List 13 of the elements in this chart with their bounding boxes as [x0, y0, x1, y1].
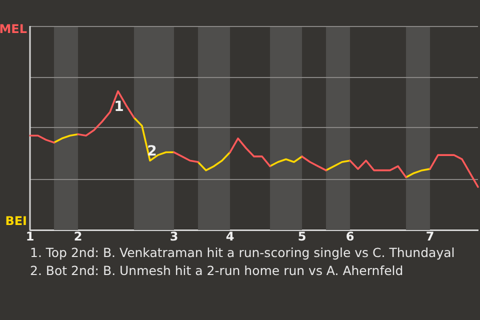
- x-tick-label: 7: [426, 229, 434, 244]
- x-tick-label: 4: [226, 229, 234, 244]
- x-tick-label: 3: [170, 229, 178, 244]
- text: 2. Bot 2nd: B. Unmesh hit a 2-run home run vs A. Ahernfeld: [30, 262, 404, 280]
- text: 1. Top 2nd: B. Venkatraman hit a run-scoring single vs C. Thundayal: [30, 244, 455, 262]
- text: BEI: [5, 214, 27, 228]
- x-tick-label: 5: [298, 229, 306, 244]
- x-tick-label: 2: [74, 229, 82, 244]
- x-tick-label: 1: [26, 229, 34, 244]
- x-tick-label: 6: [346, 229, 354, 244]
- annotation: 2: [147, 143, 157, 160]
- text: MEL: [0, 22, 28, 36]
- annotation: 1: [114, 98, 124, 115]
